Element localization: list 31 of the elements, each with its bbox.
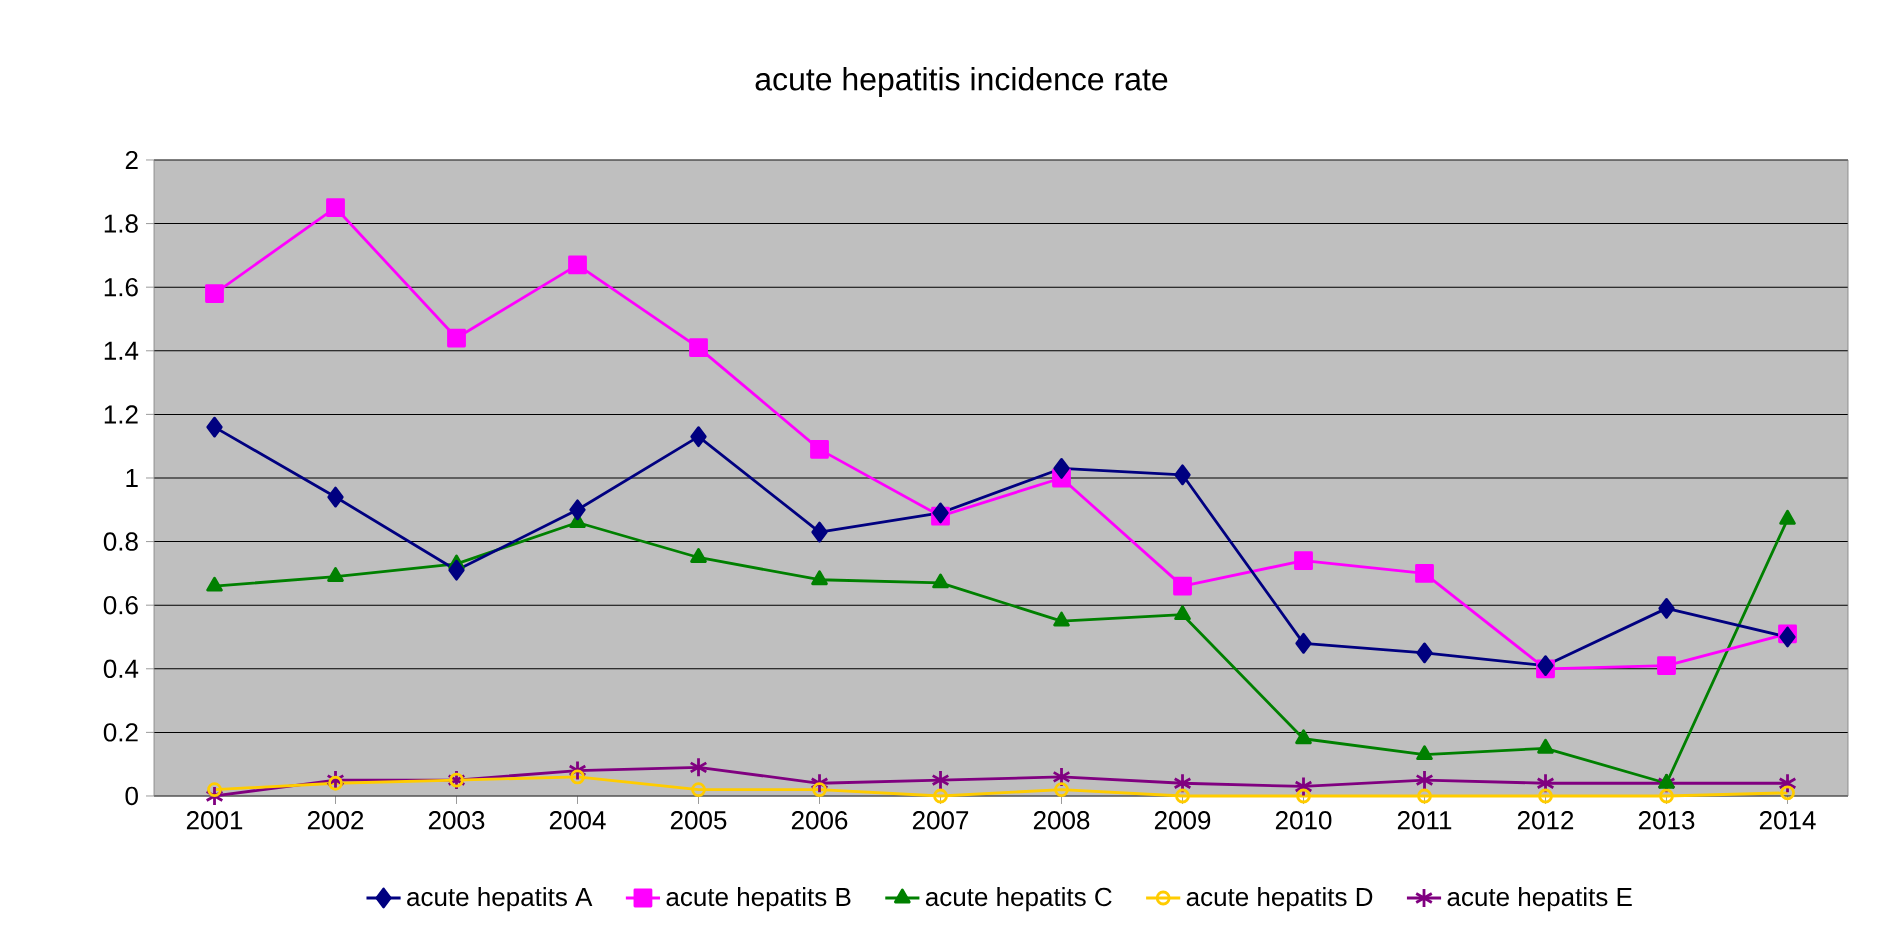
x-tick-label: 2008: [1033, 811, 1090, 830]
x-tick-label: 2012: [1517, 811, 1574, 830]
y-tick-label: 0.8: [103, 532, 138, 551]
legend-label: acute hepatits D: [1186, 887, 1373, 912]
x-tick-label: 2006: [791, 811, 848, 830]
x-tick-label: 2003: [428, 811, 485, 830]
x-tick-label: 2007: [912, 811, 969, 830]
x-tick-label: 2011: [1397, 811, 1452, 830]
y-tick-label: 1.4: [104, 341, 139, 360]
legend-label: acute hepatits E: [1447, 887, 1632, 912]
legend-label: acute hepatits B: [666, 887, 851, 912]
y-tick-label: 0.4: [103, 659, 139, 678]
x-tick-label: 2005: [670, 811, 727, 830]
legend-label: acute hepatits C: [925, 887, 1112, 912]
y-tick-label: 0: [125, 786, 138, 806]
chart-title: acute hepatitis incidence rate: [755, 67, 1168, 97]
y-tick-label: 1.6: [104, 277, 138, 297]
legend-label: acute hepatits A: [407, 887, 593, 912]
y-tick-label: 2: [125, 150, 138, 170]
y-tick-label: 0.2: [103, 723, 138, 742]
x-tick-label: 2014: [1759, 811, 1816, 830]
x-tick-label: 2004: [549, 811, 606, 830]
x-tick-label: 2009: [1154, 811, 1211, 830]
y-tick-label: 1: [126, 469, 138, 487]
x-tick-label: 2010: [1275, 811, 1332, 830]
y-tick-label: 1.8: [104, 214, 138, 233]
x-tick-label: 2013: [1638, 811, 1695, 830]
y-tick-label: 0.6: [103, 595, 138, 615]
y-tick-label: 1.2: [104, 405, 138, 424]
x-tick-label: 2001: [186, 811, 243, 830]
x-tick-label: 2002: [307, 811, 364, 830]
